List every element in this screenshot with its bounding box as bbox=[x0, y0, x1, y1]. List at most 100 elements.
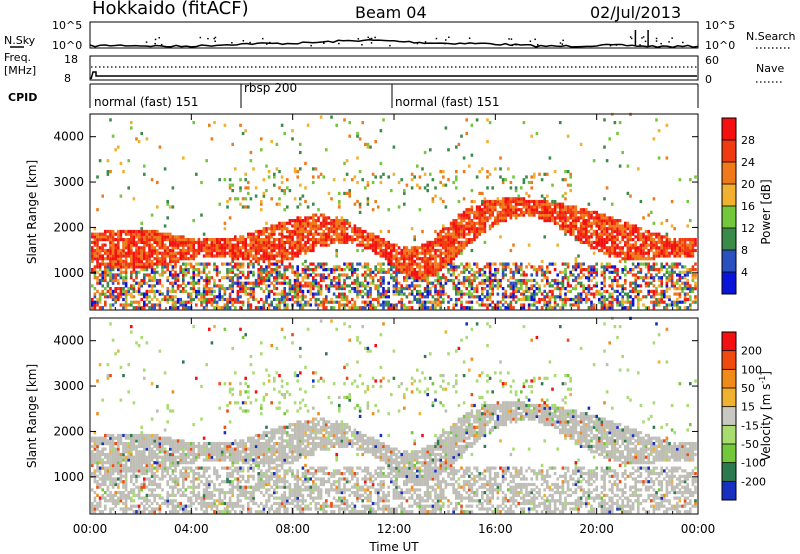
power-cell bbox=[421, 243, 424, 247]
power-cell bbox=[491, 292, 494, 296]
power-cell bbox=[371, 172, 375, 176]
power-cell bbox=[551, 219, 554, 223]
power-cell bbox=[501, 273, 505, 277]
power-cell bbox=[327, 273, 331, 277]
power-cell bbox=[366, 232, 370, 236]
power-cell bbox=[686, 243, 689, 247]
power-cell bbox=[338, 219, 341, 223]
power-cell bbox=[296, 251, 299, 255]
power-cell bbox=[267, 243, 271, 247]
power-cell bbox=[156, 205, 159, 209]
power-cell bbox=[369, 246, 372, 250]
noise-search-point bbox=[310, 44, 312, 47]
power-cell bbox=[351, 235, 354, 239]
power-cell bbox=[559, 205, 562, 209]
power-cell bbox=[507, 197, 510, 201]
power-cell bbox=[509, 208, 513, 212]
power-cell bbox=[236, 284, 240, 288]
power-cell bbox=[483, 270, 487, 274]
power-cell bbox=[585, 276, 588, 280]
power-cell bbox=[286, 186, 289, 190]
power-cell bbox=[655, 289, 658, 293]
power-cell bbox=[340, 221, 344, 225]
power-cell bbox=[665, 303, 669, 307]
power-cell bbox=[117, 248, 120, 253]
power-cell bbox=[293, 254, 297, 258]
power-cell bbox=[470, 208, 474, 212]
power-cell bbox=[442, 292, 445, 296]
power-cell bbox=[158, 145, 162, 149]
power-cell bbox=[400, 178, 403, 182]
noise-search-point bbox=[655, 40, 658, 42]
power-cell bbox=[234, 262, 237, 266]
power-cell bbox=[176, 273, 180, 277]
power-cell bbox=[668, 273, 671, 277]
power-cell bbox=[338, 191, 341, 195]
velocity-cell bbox=[96, 501, 99, 506]
velocity-cell bbox=[98, 472, 102, 476]
noise-search-point bbox=[671, 37, 673, 39]
power-cell bbox=[254, 248, 258, 253]
power-cell bbox=[226, 238, 229, 242]
power-cell bbox=[140, 246, 143, 250]
power-cell bbox=[343, 240, 346, 244]
power-cell bbox=[397, 259, 401, 263]
power-cell bbox=[273, 229, 276, 234]
power-cell bbox=[228, 248, 232, 253]
power-cell bbox=[236, 238, 240, 242]
power-cell bbox=[273, 243, 276, 247]
power-cell bbox=[132, 197, 136, 201]
power-cell bbox=[98, 262, 102, 266]
power-cell bbox=[283, 306, 286, 310]
power-cell bbox=[395, 262, 398, 266]
power-cell bbox=[460, 246, 463, 250]
power-cell bbox=[366, 292, 370, 296]
power-cell bbox=[267, 284, 271, 288]
power-cell bbox=[361, 265, 364, 269]
power-cell bbox=[522, 281, 526, 285]
power-cell bbox=[179, 265, 182, 269]
power-cell bbox=[218, 238, 221, 242]
power-cell bbox=[468, 276, 471, 280]
power-cell bbox=[452, 235, 455, 239]
power-cell bbox=[392, 246, 396, 250]
power-cell bbox=[548, 306, 552, 310]
power-cell bbox=[356, 235, 359, 239]
power-cell bbox=[304, 273, 307, 277]
power-cell bbox=[429, 172, 432, 176]
power-cell bbox=[403, 248, 406, 253]
power-cell bbox=[418, 186, 422, 190]
power-cell bbox=[122, 276, 125, 280]
power-cell bbox=[156, 229, 159, 234]
power-cell bbox=[304, 276, 307, 280]
power-cell bbox=[348, 276, 351, 280]
power-cell bbox=[670, 303, 674, 307]
power-cell bbox=[538, 265, 541, 269]
power-cell bbox=[543, 213, 546, 217]
power-cell bbox=[512, 273, 515, 277]
power-cell bbox=[319, 287, 323, 291]
power-cell bbox=[566, 281, 570, 285]
power-cell bbox=[561, 210, 565, 214]
power-cell bbox=[93, 232, 97, 236]
noise-search-point bbox=[249, 41, 251, 44]
power-cell bbox=[249, 303, 253, 307]
power-cell bbox=[392, 248, 396, 253]
power-cell bbox=[348, 238, 351, 242]
power-cell bbox=[564, 276, 567, 280]
power-cell bbox=[176, 284, 180, 288]
power-cell bbox=[629, 270, 632, 274]
power-cell bbox=[150, 276, 154, 280]
power-cell bbox=[278, 170, 281, 174]
power-cell bbox=[501, 268, 505, 272]
power-cell bbox=[371, 180, 375, 185]
power-cell bbox=[119, 251, 123, 255]
power-cell bbox=[668, 297, 671, 302]
power-cell bbox=[566, 297, 570, 302]
power-cell bbox=[504, 289, 507, 293]
power-cell bbox=[652, 232, 656, 236]
power-cell bbox=[140, 240, 143, 244]
power-cell bbox=[587, 240, 591, 244]
power-cell bbox=[299, 238, 302, 242]
power-cell bbox=[234, 197, 237, 201]
